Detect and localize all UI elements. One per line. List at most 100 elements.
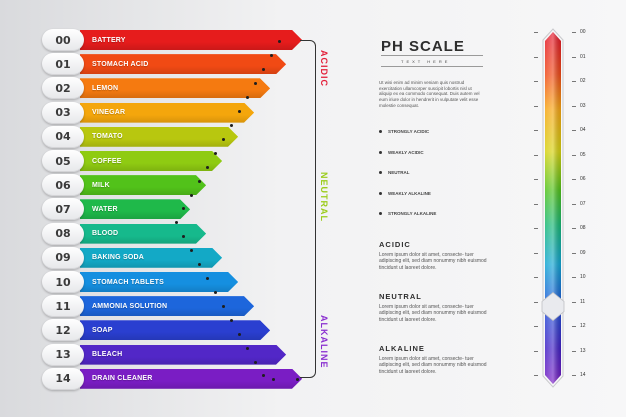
scale-tick bbox=[572, 375, 576, 376]
ph-row-bar: STOMACH ACID bbox=[80, 54, 286, 74]
bullet-icon bbox=[379, 212, 382, 215]
category-bracket bbox=[300, 40, 316, 378]
scale-tick bbox=[572, 350, 576, 352]
ph-row: MILK 06 bbox=[42, 174, 206, 197]
chevron-dot bbox=[270, 54, 273, 57]
ph-row: BLOOD 08 bbox=[42, 222, 206, 245]
neutral-vertical-label: NEUTRAL bbox=[319, 172, 329, 222]
chevron-dot bbox=[222, 305, 225, 308]
scale-tick bbox=[572, 252, 576, 254]
ph-row-bar: AMMONIA SOLUTION bbox=[80, 296, 254, 316]
legend-label: WEAKLY ALKALINE bbox=[388, 191, 431, 196]
legend-label: STRONGLY ACIDIC bbox=[388, 129, 430, 134]
chevron-dot bbox=[230, 319, 233, 322]
title-divider-top bbox=[381, 55, 483, 56]
ph-row-number: 08 bbox=[42, 222, 84, 245]
chevron-dot bbox=[190, 249, 193, 252]
ph-row-number: 10 bbox=[42, 271, 84, 293]
scale-tick bbox=[534, 350, 538, 352]
ph-row: STOMACH TABLETS 10 bbox=[42, 271, 238, 293]
ph-row-number: 09 bbox=[42, 246, 84, 269]
ph-row-bar: TOMATO bbox=[80, 127, 238, 147]
section-text-alkaline: Lorem ipsum dolor sit amet, consecte- tu… bbox=[379, 356, 487, 375]
legend-item: STRONGLY ACIDIC bbox=[379, 129, 429, 134]
scale-tick bbox=[572, 326, 576, 327]
ph-row: WATER 07 bbox=[42, 198, 190, 221]
bullet-icon bbox=[379, 171, 382, 174]
scale-number: 07 bbox=[580, 200, 586, 207]
ph-row-bar: COFFEE bbox=[80, 151, 222, 171]
ph-row: TOMATO 04 bbox=[42, 125, 238, 148]
ph-row-number: 07 bbox=[42, 198, 84, 221]
ph-row-bar: SOAP bbox=[80, 320, 270, 340]
scale-tick bbox=[572, 81, 576, 82]
chevron-dot bbox=[238, 333, 241, 336]
scale-tick bbox=[572, 277, 576, 278]
legend-label: STRONGLY ALKALINE bbox=[388, 211, 437, 216]
scale-indicator bbox=[541, 291, 565, 322]
scale-number: 10 bbox=[580, 274, 586, 280]
scale-tick bbox=[534, 32, 538, 33]
page-subtitle: TEXT HERE bbox=[401, 59, 451, 64]
ph-row-number: 05 bbox=[42, 150, 84, 172]
ph-row: DRAIN CLEANER 14 bbox=[42, 367, 302, 390]
scale-number: 01 bbox=[580, 53, 586, 60]
scale-tick bbox=[534, 203, 538, 205]
ph-row: AMMONIA SOLUTION 11 bbox=[42, 295, 254, 318]
section-text-neutral: Lorem ipsum dolor sit amet, consecte- tu… bbox=[379, 304, 487, 323]
ph-row-bar: MILK bbox=[80, 175, 206, 195]
scale-number: 11 bbox=[580, 298, 586, 305]
chevron-dot bbox=[246, 347, 249, 350]
ph-row: VINEGAR 03 bbox=[42, 101, 254, 124]
ph-row-bar: BLOOD bbox=[80, 224, 206, 244]
acidic-vertical-label: ACIDIC bbox=[319, 50, 329, 87]
chevron-dot bbox=[222, 138, 225, 141]
section-heading-alkaline: ALKALINE bbox=[379, 344, 425, 353]
scale-tick bbox=[534, 154, 538, 156]
scale-tick bbox=[534, 228, 538, 229]
scale-tick bbox=[534, 81, 538, 82]
scale-tick bbox=[534, 130, 538, 131]
ph-row-number: 14 bbox=[42, 367, 84, 390]
scale-number: 00 bbox=[580, 29, 586, 35]
scale-number: 06 bbox=[580, 176, 586, 182]
legend-label: NEUTRAL bbox=[388, 170, 410, 175]
ph-rows: BATTERY 00 STOMACH ACID 01 LEMON 02 VINEGAR 03 T… bbox=[0, 0, 300, 417]
chevron-dot bbox=[272, 378, 275, 381]
ph-row: BATTERY 00 bbox=[42, 29, 302, 51]
ph-thermometer bbox=[541, 28, 565, 388]
chevron-dot bbox=[198, 180, 201, 183]
chevron-dot bbox=[175, 221, 178, 224]
chevron-dot bbox=[206, 166, 209, 169]
ph-row-bar: BATTERY bbox=[80, 30, 302, 50]
section-heading-acidic: ACIDIC bbox=[379, 240, 411, 249]
legend-item: WEAKLY ACIDIC bbox=[379, 150, 424, 155]
ph-row-number: 13 bbox=[42, 343, 84, 366]
bullet-icon bbox=[379, 130, 382, 133]
ph-row-bar: WATER bbox=[80, 199, 190, 219]
chevron-dot bbox=[214, 291, 217, 294]
ph-row-bar: STOMACH TABLETS bbox=[80, 272, 238, 292]
scale-number: 08 bbox=[580, 225, 586, 231]
page-title: PH SCALE bbox=[381, 38, 465, 55]
ph-row: BLEACH 13 bbox=[42, 343, 286, 366]
ph-row-number: 01 bbox=[42, 53, 84, 76]
scale-number: 09 bbox=[580, 249, 586, 256]
ph-row-bar: LEMON bbox=[80, 78, 270, 98]
scale-tick bbox=[572, 130, 576, 131]
ph-row: SOAP 12 bbox=[42, 319, 270, 342]
ph-row-number: 00 bbox=[42, 29, 84, 51]
ph-row-number: 11 bbox=[42, 295, 84, 318]
ph-row-bar: VINEGAR bbox=[80, 103, 254, 123]
scale-tick bbox=[534, 252, 538, 254]
scale-tick bbox=[572, 228, 576, 229]
scale-tick bbox=[534, 179, 538, 180]
chevron-dot bbox=[262, 374, 265, 377]
section-heading-neutral: NEUTRAL bbox=[379, 292, 422, 301]
legend-item: STRONGLY ALKALINE bbox=[379, 211, 436, 216]
alkaline-vertical-label: ALKALINE bbox=[319, 315, 329, 369]
ph-row: LEMON 02 bbox=[42, 77, 270, 100]
ph-row-bar: BLEACH bbox=[80, 345, 286, 365]
chevron-dot bbox=[262, 68, 265, 71]
scale-number: 02 bbox=[580, 78, 586, 84]
